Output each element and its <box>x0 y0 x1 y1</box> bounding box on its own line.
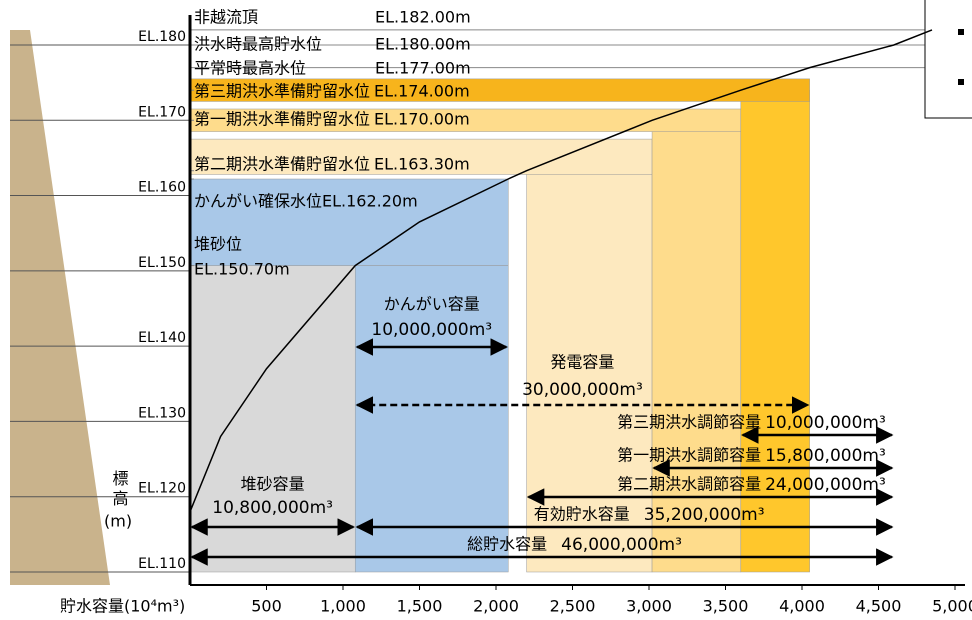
x-tick-label: 4,000 <box>779 597 825 616</box>
level-label: EL.180.00m <box>375 35 471 54</box>
level-name: 洪水時最高貯水位 <box>194 35 322 54</box>
capacity-label: 10,000,000m³ <box>765 413 886 433</box>
capacity-label: 10,800,000m³ <box>212 498 333 518</box>
level-label: EL.163.30m <box>374 155 470 174</box>
level-name: 第二期洪水準備貯留水位 <box>194 155 370 174</box>
level-name: かんがい確保水位 <box>194 192 322 211</box>
x-tick-label: 3,000 <box>626 597 672 616</box>
capacity-label: 15,800,000m³ <box>765 446 886 466</box>
level-label: EL.170.00m <box>374 110 470 129</box>
level-name: 第一期洪水準備貯留水位 <box>194 110 370 129</box>
level-name: 非越流頂 <box>194 8 258 27</box>
x-tick-label: 2,500 <box>550 597 596 616</box>
capacity-label: 30,000,000m³ <box>522 380 643 400</box>
level-label: EL.162.20m <box>322 192 418 211</box>
capacity-label: 10,000,000m³ <box>371 320 492 340</box>
level-name: 堆砂位 <box>194 235 242 254</box>
y-tick-label: EL.110 <box>138 556 186 572</box>
y-tick-label: EL.140 <box>138 330 186 346</box>
x-tick-label: 2,000 <box>473 597 519 616</box>
capacity-name: 第一期洪水調節容量 <box>617 446 761 465</box>
storage-zone <box>740 89 810 573</box>
y-tick-label: EL.160 <box>138 180 186 196</box>
level-name: 第三期洪水準備貯留水位 <box>194 82 370 101</box>
legend-bullet <box>958 29 964 35</box>
x-tick-label: 4,500 <box>856 597 902 616</box>
y-axis-label: 標高 <box>110 470 129 510</box>
x-tick-label: 1,500 <box>397 597 443 616</box>
level-label: EL.150.70m <box>194 260 290 279</box>
dam-body <box>10 30 110 585</box>
y-axis-unit: (m) <box>104 512 132 531</box>
y-tick-label: EL.130 <box>138 405 186 421</box>
capacity-label: 24,000,000m³ <box>765 475 886 495</box>
storage-curve <box>189 29 933 513</box>
capacity-label: 46,000,000m³ <box>561 535 682 555</box>
capacity-name: 第二期洪水調節容量 <box>617 475 761 494</box>
y-tick-label: EL.170 <box>138 104 186 120</box>
level-name: 平常時最高水位 <box>194 59 306 78</box>
capacity-name: かんがい容量 <box>384 295 480 314</box>
capacity-label: 35,200,000m³ <box>644 505 765 525</box>
x-tick-label: 1,000 <box>320 597 366 616</box>
capacity-name: 第三期洪水調節容量 <box>617 413 761 432</box>
legend-box <box>924 0 972 119</box>
level-label: EL.182.00m <box>375 8 471 27</box>
y-tick-label: EL.150 <box>138 255 186 271</box>
level-label: EL.177.00m <box>375 59 471 78</box>
storage-zone <box>189 178 509 266</box>
x-tick-label: 3,500 <box>703 597 749 616</box>
y-tick-label: EL.120 <box>138 481 186 497</box>
capacity-name: 有効貯水容量 <box>534 505 630 524</box>
x-axis-label: 貯水容量(10⁴m³) <box>60 597 185 616</box>
level-label: EL.174.00m <box>374 82 470 101</box>
capacity-name: 総貯水容量 <box>467 535 547 554</box>
x-tick-label: 5,000 <box>932 597 972 616</box>
legend-bullet <box>958 79 964 85</box>
x-tick-label: 500 <box>251 597 282 616</box>
y-tick-label: EL.180 <box>138 29 186 45</box>
capacity-name: 発電容量 <box>550 353 614 372</box>
storage-zone <box>189 138 653 175</box>
capacity-name: 堆砂容量 <box>241 475 305 494</box>
